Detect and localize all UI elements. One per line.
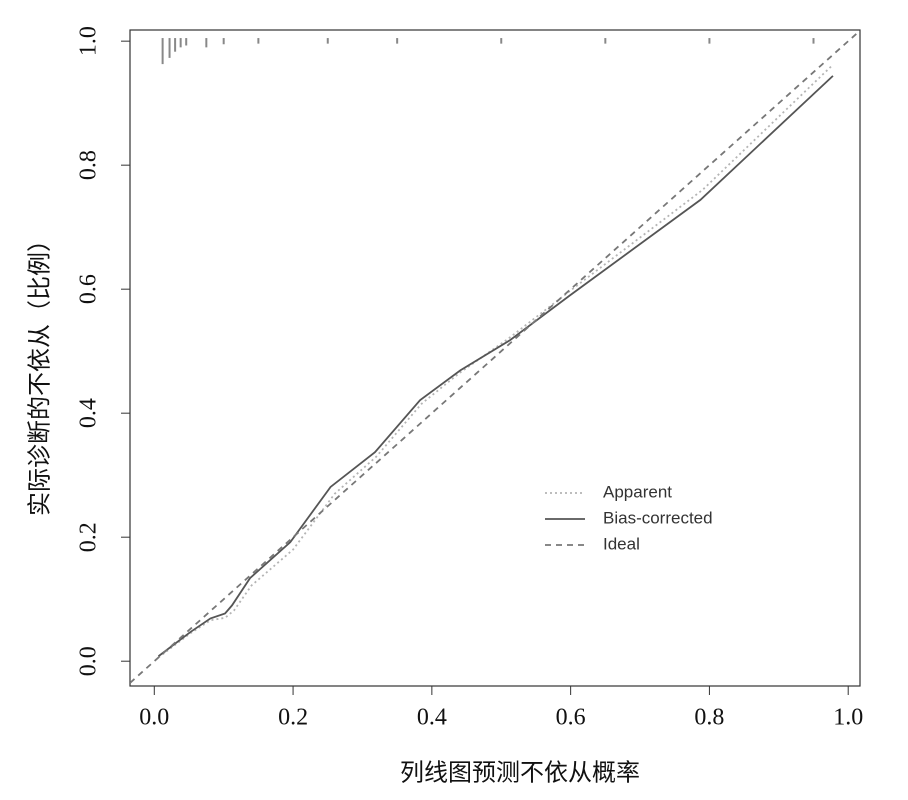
y-tick-label: 0.0: [76, 646, 102, 676]
legend-label: Apparent: [603, 482, 672, 501]
series-line: [157, 64, 834, 659]
y-tick-label: 0.8: [76, 150, 102, 180]
x-tick-label: 0.6: [556, 705, 586, 731]
y-axis-label: 实际诊断的不依从（比例）: [27, 228, 54, 516]
x-tick-label: 0.8: [694, 705, 724, 731]
series-line: [157, 75, 834, 657]
y-tick-label: 0.4: [76, 398, 102, 428]
x-tick-label: 0.2: [278, 705, 308, 731]
x-tick-label: 1.0: [833, 705, 863, 731]
x-tick-label: 0.4: [417, 705, 447, 731]
y-tick-label: 0.6: [76, 274, 102, 304]
y-tick-label: 1.0: [76, 26, 102, 56]
series-line: [130, 30, 860, 684]
x-tick-label: 0.0: [139, 705, 169, 731]
y-tick-label: 0.2: [76, 522, 102, 552]
plot-frame: [129, 29, 861, 687]
x-axis-label: 列线图预测不依从概率: [400, 760, 640, 787]
legend-label: Ideal: [603, 534, 640, 553]
legend-label: Bias-corrected: [603, 508, 713, 527]
